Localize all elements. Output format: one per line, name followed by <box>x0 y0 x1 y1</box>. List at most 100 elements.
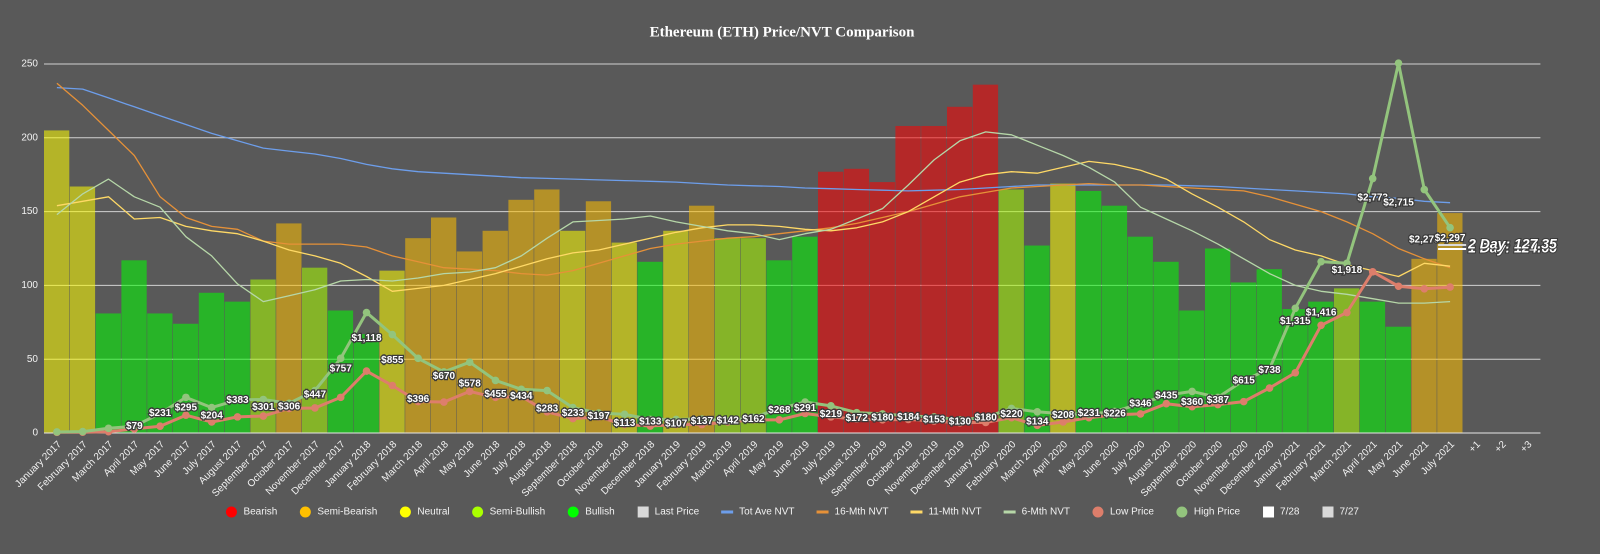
price-label: $107 <box>665 419 688 430</box>
bar <box>714 238 741 433</box>
legend-marker <box>225 506 237 518</box>
price-dot <box>1265 365 1274 373</box>
legend-marker <box>399 506 411 518</box>
series-line <box>56 131 1451 304</box>
legend-label: Low Price <box>1110 507 1154 518</box>
price-dot <box>207 403 216 412</box>
price-dot <box>1188 402 1196 411</box>
price-dot <box>465 358 474 366</box>
price-label: $295 <box>175 403 198 414</box>
price-label: $268 <box>768 405 791 416</box>
bar <box>843 168 870 433</box>
price-label: $455 <box>484 389 507 400</box>
legend-marker <box>816 510 829 514</box>
y-tick-label: 100 <box>21 280 38 291</box>
price-dot <box>698 415 706 423</box>
legend-label: 6-Mth NVT <box>1022 507 1070 518</box>
price-dot <box>362 308 371 317</box>
price-label: $435 <box>1155 391 1178 402</box>
price-label: $113 <box>614 418 636 429</box>
bar <box>1050 183 1076 433</box>
price-dot <box>569 403 577 412</box>
price-label: $447 <box>304 390 327 401</box>
price-label: $172 <box>846 413 869 424</box>
price-dot <box>1110 407 1119 416</box>
price-label: $130 <box>949 417 972 428</box>
price-label: $346 <box>1129 398 1152 409</box>
bar <box>1385 326 1411 433</box>
price-label: $79 <box>126 421 143 432</box>
bar <box>611 242 637 433</box>
legend-label: Semi-Bullish <box>490 507 546 518</box>
price-dot <box>1317 321 1325 330</box>
price-label: $1,315 <box>1280 316 1311 327</box>
legend-marker <box>1176 506 1188 518</box>
bar <box>895 125 921 433</box>
bar <box>947 106 973 433</box>
legend-label: Last Price <box>655 507 700 518</box>
price-label: $855 <box>381 355 404 366</box>
price-dot <box>1007 404 1016 413</box>
bar <box>69 186 96 433</box>
price-dot <box>723 416 732 425</box>
price-dot <box>388 330 397 339</box>
price-label: $2,773 <box>1357 192 1388 203</box>
legend-marker <box>721 510 734 514</box>
price-dot <box>1239 376 1248 385</box>
bar <box>972 84 999 433</box>
series-line <box>56 82 1451 276</box>
price-dot <box>1343 308 1351 317</box>
price-dot <box>104 424 113 433</box>
price-label: $184 <box>897 412 920 423</box>
bar <box>44 130 70 434</box>
price-dot <box>414 354 422 363</box>
legend: Bearish Semi-Bearish Neutral Semi-Bullish Bu… <box>225 506 1359 518</box>
legend-label: Neutral <box>417 507 449 518</box>
price-dot <box>698 420 706 429</box>
y-tick-label: 200 <box>21 132 38 143</box>
price-label: $757 <box>330 363 353 374</box>
price-label: $1,416 <box>1306 308 1337 319</box>
price-dot <box>182 411 190 419</box>
bar <box>1437 213 1463 433</box>
price-dot <box>801 398 809 406</box>
price-label: $220 <box>1000 409 1023 420</box>
price-label: $283 <box>536 404 559 415</box>
price-dot <box>130 422 139 431</box>
price-dot <box>207 418 216 426</box>
price-label: $301 <box>252 402 275 413</box>
price-dot <box>259 395 268 404</box>
legend-marker <box>637 506 649 518</box>
price-dot <box>1265 384 1274 392</box>
price-label: $134 <box>1026 416 1049 427</box>
bar <box>379 270 405 433</box>
price-dot <box>594 409 603 417</box>
price-dot <box>1162 391 1171 400</box>
price-dot <box>904 412 913 420</box>
series-line <box>56 160 1451 292</box>
price-dot <box>543 407 551 416</box>
price-label: $137 <box>691 416 714 427</box>
price-dot <box>156 409 164 418</box>
bar <box>818 171 844 434</box>
price-dot <box>1214 400 1222 409</box>
price-dot <box>620 410 629 419</box>
price-label: $2,275 <box>1409 235 1440 246</box>
price-dot <box>1420 284 1429 293</box>
legend-marker <box>472 506 484 518</box>
price-dot <box>1446 283 1454 291</box>
y-tick-label: 250 <box>21 59 38 70</box>
bar <box>1230 282 1257 433</box>
price-label: $226 <box>1104 408 1127 419</box>
bar <box>689 205 715 433</box>
legend-label: 11-Mth NVT <box>928 507 981 518</box>
price-dot <box>646 422 655 430</box>
price-label: $1,918 <box>1332 265 1363 276</box>
price-label: $360 <box>1181 397 1204 408</box>
legend-label: 7/27 <box>1339 507 1359 518</box>
price-dot <box>311 386 319 395</box>
price-dot <box>156 422 164 431</box>
legend-label: 16-Mth NVT <box>835 507 889 518</box>
price-dot <box>956 416 964 424</box>
